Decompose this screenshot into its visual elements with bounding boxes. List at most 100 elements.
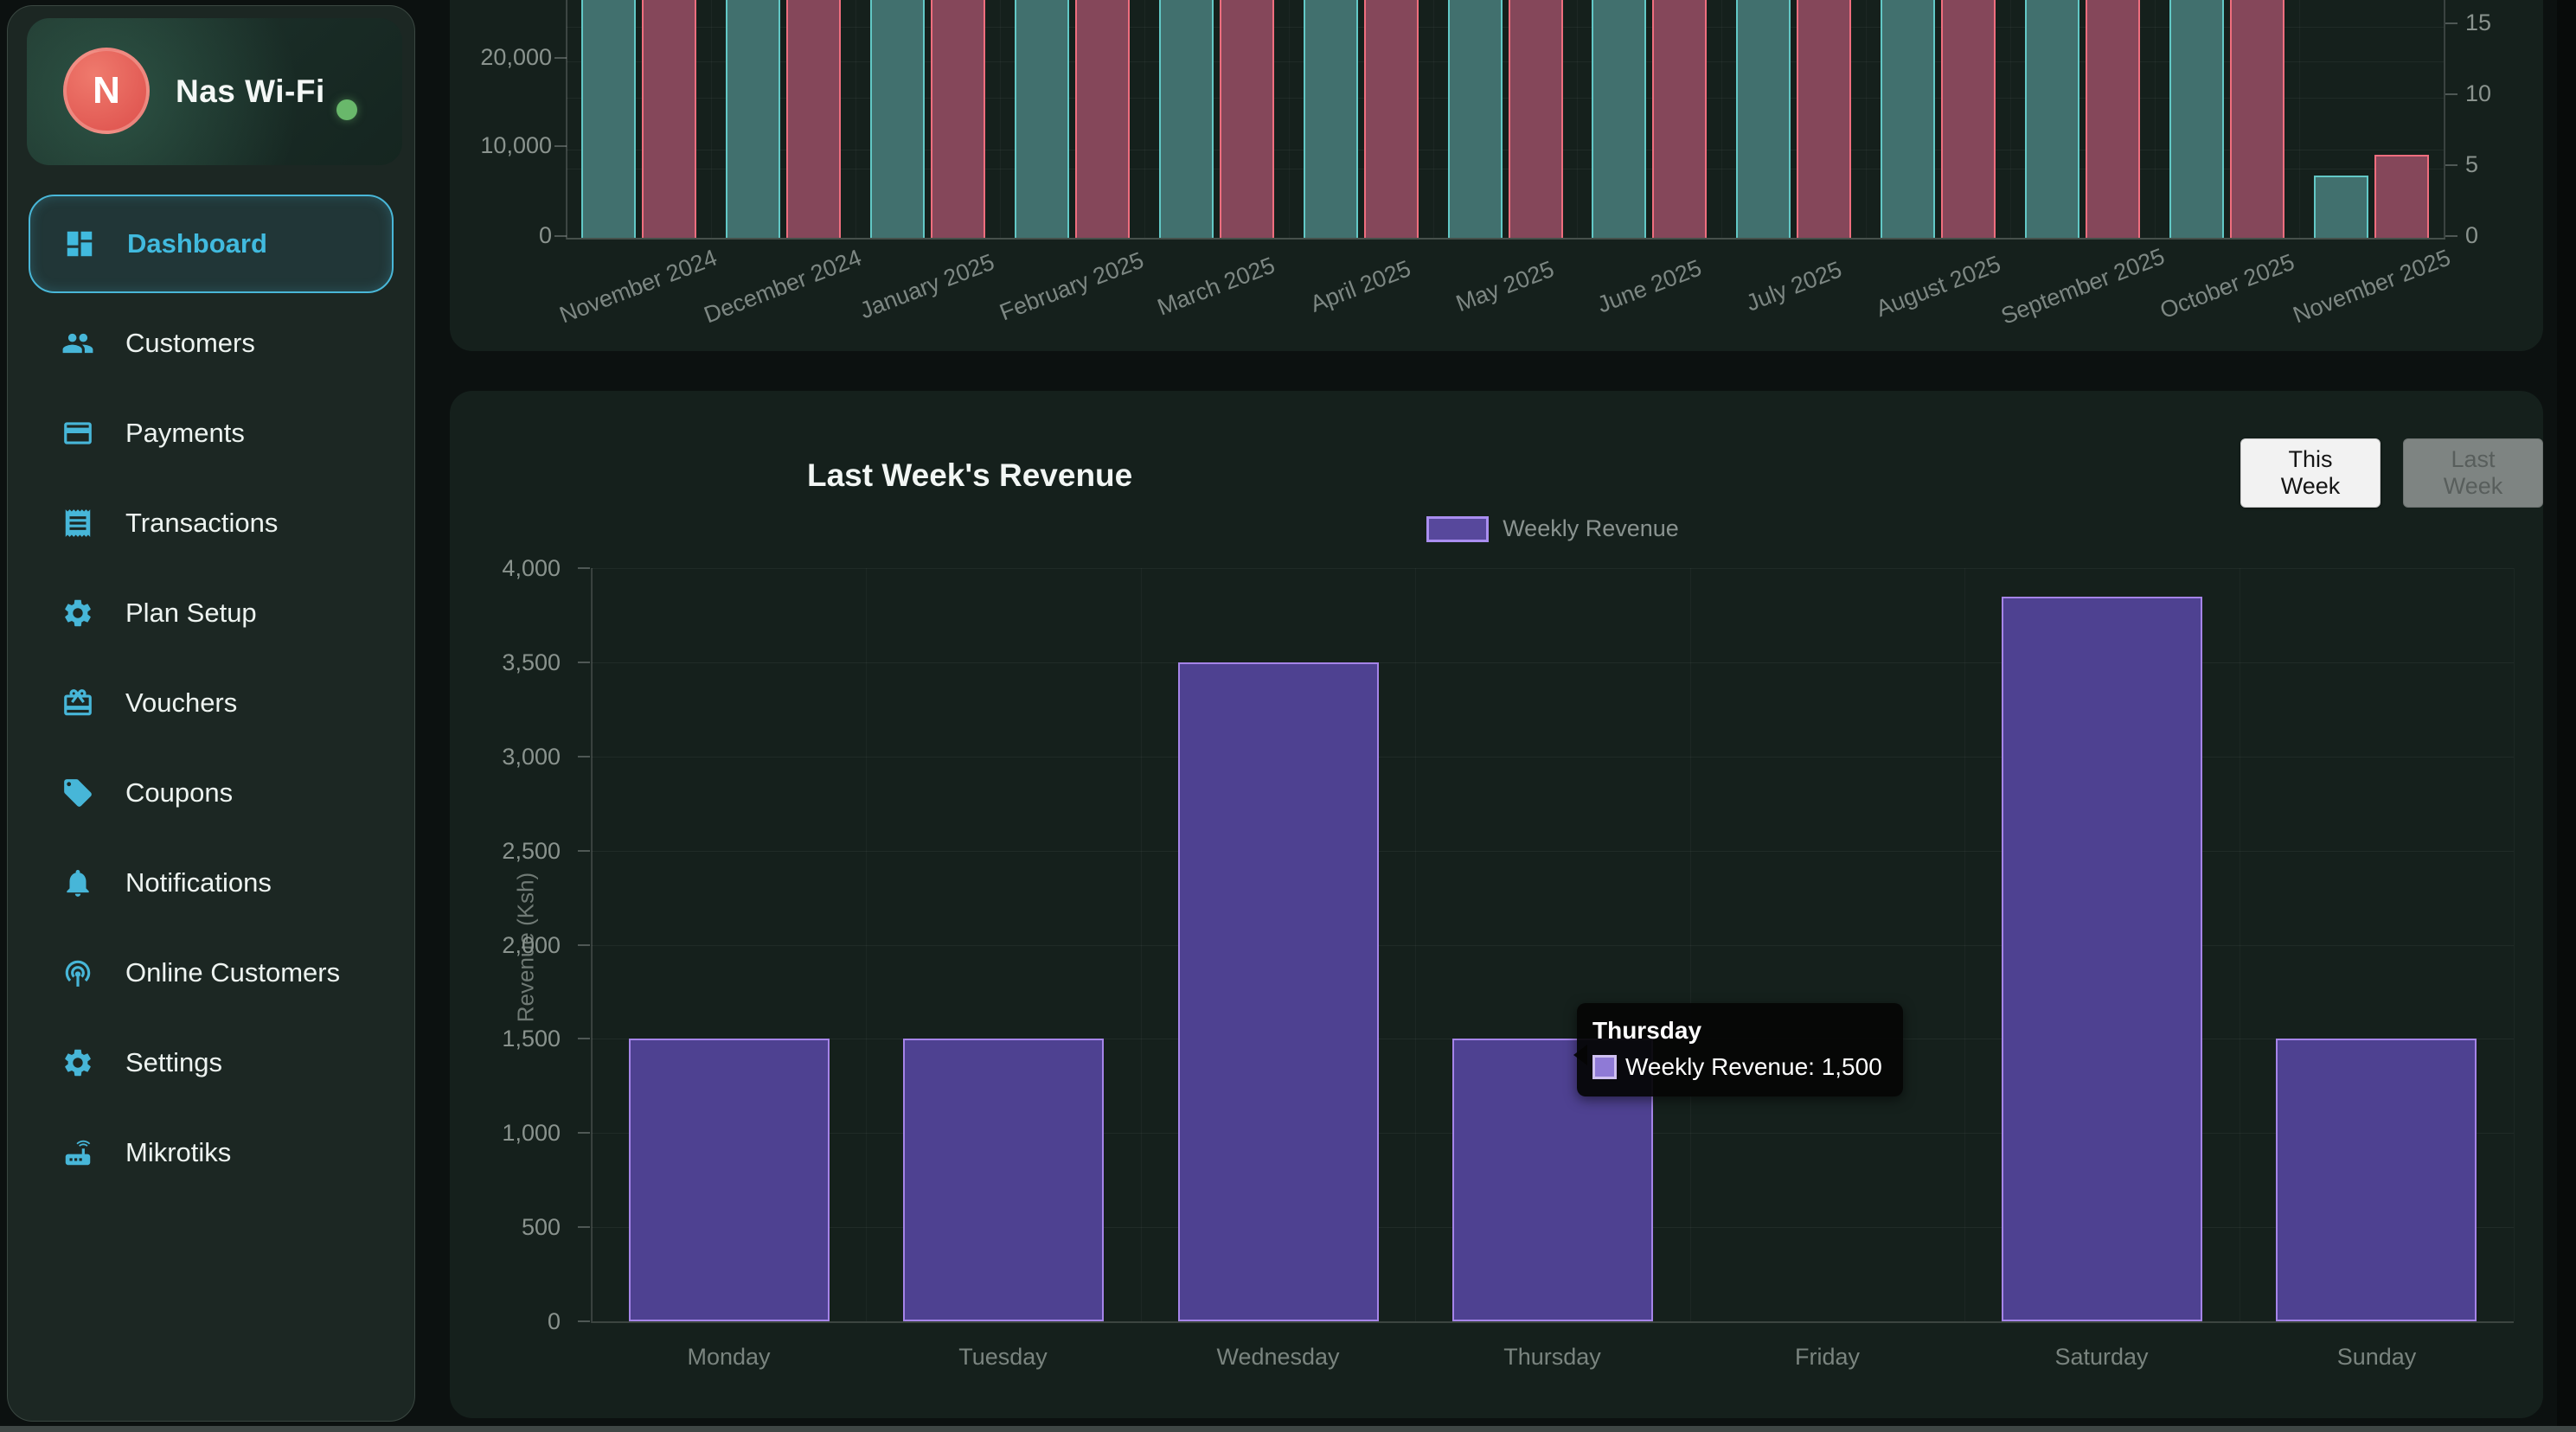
monthly-bar-red-series[interactable] bbox=[2086, 0, 2140, 240]
tick-mark bbox=[578, 1226, 590, 1228]
x-tick-label: Friday bbox=[1794, 1344, 1860, 1370]
x-tick-label: March 2025 bbox=[1153, 252, 1278, 321]
tick-mark bbox=[554, 145, 567, 147]
y-tick-label: 5 bbox=[2465, 151, 2479, 177]
gear-icon bbox=[65, 1049, 91, 1077]
tick-mark bbox=[2445, 164, 2457, 166]
monthly-bar-teal-series[interactable] bbox=[581, 0, 636, 240]
x-tick-label: Monday bbox=[687, 1344, 771, 1370]
sidebar-item-label: Online Customers bbox=[125, 957, 341, 988]
monthly-baseline bbox=[567, 238, 2445, 240]
monthly-bar-teal-series[interactable] bbox=[1015, 0, 1069, 240]
monthly-bar-red-series[interactable] bbox=[1220, 0, 1274, 240]
monthly-bar-teal-series[interactable] bbox=[1159, 0, 1214, 240]
x-tick-label: Sunday bbox=[2336, 1344, 2417, 1370]
gridline bbox=[1289, 0, 1290, 240]
sidebar-item-plan-setup[interactable]: Plan Setup bbox=[8, 568, 414, 658]
monthly-bar-teal-series[interactable] bbox=[726, 0, 780, 240]
sidebar-item-transactions[interactable]: Transactions bbox=[8, 478, 414, 568]
monthly-bar-teal-series[interactable] bbox=[2314, 176, 2368, 240]
gridline bbox=[592, 851, 2514, 852]
y-tick-label: 15 bbox=[2465, 10, 2492, 35]
sidebar-item-settings[interactable]: Settings bbox=[8, 1018, 414, 1108]
gridline bbox=[592, 568, 2514, 569]
scrollbar-track[interactable] bbox=[2557, 0, 2576, 1432]
sidebar-item-label: Customers bbox=[125, 328, 255, 358]
gridline bbox=[1144, 0, 1145, 240]
gridline bbox=[2299, 0, 2300, 240]
y-tick-label: 0 bbox=[538, 222, 552, 248]
weekly-bar-wednesday[interactable] bbox=[1178, 662, 1379, 1321]
monthly-bar-red-series[interactable] bbox=[1941, 0, 1996, 240]
tooltip-title: Thursday bbox=[1592, 1017, 1702, 1044]
monthly-bar-red-series[interactable] bbox=[1364, 0, 1419, 240]
monthly-bar-teal-series[interactable] bbox=[1448, 0, 1503, 240]
sidebar-item-online-customers[interactable]: Online Customers bbox=[8, 928, 414, 1018]
gridline bbox=[855, 0, 856, 240]
bottom-edge-strip bbox=[0, 1426, 2576, 1432]
tick-mark bbox=[578, 567, 590, 569]
chart-tooltip: Thursday Weekly Revenue: 1,500 bbox=[1573, 1003, 1903, 1096]
sidebar-item-label: Mikrotiks bbox=[125, 1137, 232, 1167]
sidebar-item-payments[interactable]: Payments bbox=[8, 388, 414, 478]
legend-swatch bbox=[1426, 515, 1490, 542]
monthly-bar-red-series[interactable] bbox=[2230, 0, 2284, 240]
receipt-icon bbox=[65, 509, 91, 537]
tag-icon bbox=[64, 779, 92, 807]
monthly-bar-red-series[interactable] bbox=[1075, 0, 1130, 240]
gridline bbox=[1866, 0, 1867, 240]
chart-legend[interactable]: Weekly Revenue bbox=[592, 515, 2514, 542]
monthly-bar-red-series[interactable] bbox=[642, 0, 696, 240]
monthly-bar-teal-series[interactable] bbox=[1592, 0, 1646, 240]
tick-mark bbox=[578, 944, 590, 946]
monthly-bar-red-series[interactable] bbox=[1652, 0, 1707, 240]
weekly-bar-saturday[interactable] bbox=[2002, 597, 2202, 1321]
monthly-bar-red-series[interactable] bbox=[2374, 155, 2429, 240]
y-tick-label: 3,000 bbox=[502, 744, 561, 770]
tooltip-swatch bbox=[1592, 1055, 1617, 1079]
wifi-icon bbox=[65, 960, 91, 987]
monthly-bar-red-series[interactable] bbox=[1797, 0, 1851, 240]
x-tick-label: June 2025 bbox=[1593, 254, 1706, 318]
monthly-bar-teal-series[interactable] bbox=[870, 0, 925, 240]
x-tick-label: Saturday bbox=[2054, 1344, 2149, 1370]
monthly-bar-teal-series[interactable] bbox=[2169, 0, 2224, 240]
giftcard-icon bbox=[64, 689, 92, 716]
x-tick-label: April 2025 bbox=[1306, 255, 1414, 317]
tick-mark bbox=[578, 756, 590, 758]
gridline bbox=[1000, 0, 1001, 240]
gridline bbox=[592, 662, 2514, 663]
monthly-bar-teal-series[interactable] bbox=[1304, 0, 1358, 240]
this-week-button[interactable]: This Week bbox=[2240, 438, 2381, 508]
sidebar-item-coupons[interactable]: Coupons bbox=[8, 748, 414, 838]
x-tick-label: December 2024 bbox=[700, 244, 865, 329]
weekly-bar-monday[interactable] bbox=[629, 1039, 830, 1321]
sidebar-item-customers[interactable]: Customers bbox=[8, 298, 414, 388]
last-week-button[interactable]: Last Week bbox=[2402, 438, 2543, 508]
sidebar-item-mikrotiks[interactable]: Mikrotiks bbox=[8, 1108, 414, 1198]
monthly-bar-teal-series[interactable] bbox=[1881, 0, 1935, 240]
y-tick-label: 1,000 bbox=[502, 1120, 561, 1146]
sidebar-item-label: Dashboard bbox=[127, 228, 267, 259]
chart-title: Last Week's Revenue bbox=[807, 457, 1133, 493]
weekly-bar-tuesday[interactable] bbox=[903, 1039, 1104, 1321]
sidebar-item-label: Vouchers bbox=[125, 687, 238, 718]
tick-mark bbox=[2445, 235, 2457, 237]
legend-label: Weekly Revenue bbox=[1503, 515, 1679, 541]
gridline bbox=[567, 98, 2444, 99]
sidebar-nav: Dashboard Customers Payments Transactions Pl… bbox=[8, 195, 414, 1198]
weekly-bar-sunday[interactable] bbox=[2276, 1039, 2477, 1321]
sidebar-item-dashboard[interactable]: Dashboard bbox=[29, 195, 394, 293]
weekly-baseline bbox=[592, 1321, 2514, 1323]
monthly-bar-red-series[interactable] bbox=[786, 0, 841, 240]
sidebar-item-notifications[interactable]: Notifications bbox=[8, 838, 414, 928]
monthly-bar-teal-series[interactable] bbox=[1736, 0, 1791, 240]
sidebar-item-label: Transactions bbox=[125, 508, 279, 538]
sidebar-item-vouchers[interactable]: Vouchers bbox=[8, 658, 414, 748]
gridline bbox=[2514, 568, 2515, 1321]
monthly-bar-teal-series[interactable] bbox=[2025, 0, 2079, 240]
monthly-bar-red-series[interactable] bbox=[931, 0, 985, 240]
y-tick-label: 2,500 bbox=[502, 838, 561, 864]
monthly-bar-red-series[interactable] bbox=[1509, 0, 1563, 240]
